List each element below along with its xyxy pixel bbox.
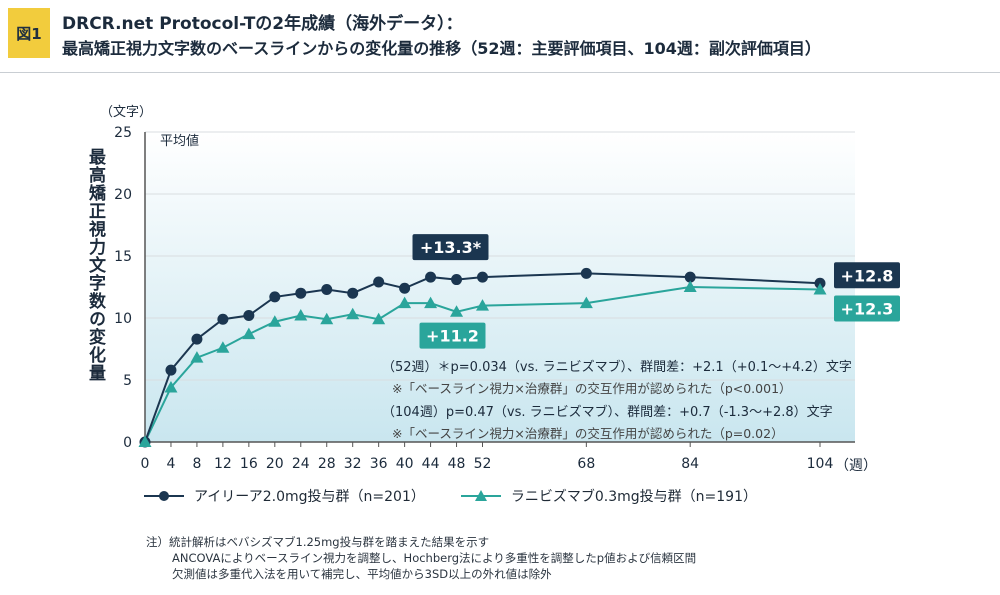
x-tick-label: 40 <box>396 456 414 472</box>
data-point-aflibercept <box>399 282 411 294</box>
data-point-aflibercept <box>425 271 437 283</box>
y-axis-title: 最高矯正視力文字数の変化量 <box>85 148 105 382</box>
data-point-ranibizumab <box>372 312 386 325</box>
data-point-ranibizumab <box>164 380 178 393</box>
x-tick-label: 52 <box>474 456 492 472</box>
legend-item-aflibercept: アイリーア2.0mg投与群（n=201） <box>142 486 425 506</box>
legend-item-ranibizumab: ラニビズマブ0.3mg投与群（n=191） <box>459 486 757 506</box>
header: 図1 DRCR.net Protocol-Tの2年成績（海外データ）： 最高矯正… <box>0 0 1000 70</box>
header-divider <box>0 72 1000 73</box>
title-line-1: DRCR.net Protocol-Tの2年成績（海外データ）： <box>62 14 463 34</box>
data-point-aflibercept <box>191 333 203 345</box>
data-point-aflibercept <box>321 283 333 295</box>
y-axis-unit: （文字） <box>100 105 152 120</box>
data-point-aflibercept <box>243 310 255 322</box>
x-tick-label: 0 <box>141 456 150 472</box>
x-tick-label: 16 <box>240 456 258 472</box>
callout-value: +13.3* <box>420 238 482 257</box>
legend-label-ranibizumab: ラニビズマブ0.3mg投与群（n=191） <box>510 489 757 505</box>
data-point-ranibizumab <box>476 299 489 311</box>
footnote-1: 注）統計解析はベバシズマブ1.25mg投与群を踏まえた結果を示す <box>146 535 490 549</box>
x-tick-label: 24 <box>292 456 310 472</box>
annotation-52w-note: ※「ベースライン視力×治療群」の交互作用が認められた（p<0.001） <box>392 381 792 396</box>
figure-badge: 図1 <box>8 8 50 58</box>
data-point-aflibercept <box>269 291 281 303</box>
x-tick-label: 28 <box>318 456 336 472</box>
annotation-104w: （104週）p=0.47（vs. ラニビズマブ）、群間差：+0.7（-1.3〜+… <box>382 405 833 420</box>
footnote-3: 欠測値は多重代入法を用いて補完し、平均値から3SD以上の外れ値は除外 <box>172 567 552 581</box>
footnotes: 注）統計解析はベバシズマブ1.25mg投与群を踏まえた結果を示す ANCOVAに… <box>146 534 696 582</box>
data-point-ranibizumab <box>268 315 282 327</box>
data-point-aflibercept <box>165 364 177 376</box>
x-tick-label: 48 <box>448 456 466 472</box>
callout-box <box>834 262 900 289</box>
data-point-ranibizumab <box>579 296 593 309</box>
title-line-2: 最高矯正視力文字数のベースラインからの変化量の推移（52週：主要評価項目、104… <box>62 39 821 58</box>
footnote-2: ANCOVAによりベースライン視力を調整し、Hochberg法により多重性を調整… <box>172 551 697 565</box>
data-point-aflibercept <box>477 271 488 283</box>
x-tick-label: 44 <box>422 456 440 472</box>
callout-box <box>419 322 486 349</box>
data-point-aflibercept <box>295 287 307 299</box>
x-tick-label: 12 <box>214 456 232 472</box>
callout-value: +12.8 <box>841 266 894 285</box>
data-point-ranibizumab <box>450 305 464 317</box>
annotation-52w: （52週）＊p=0.034（vs. ラニビズマブ）、群間差：+2.1（+0.1〜… <box>382 360 852 375</box>
data-point-ranibizumab <box>683 280 697 292</box>
mean-label: 平均値 <box>160 133 199 149</box>
legend-label-aflibercept: アイリーア2.0mg投与群（n=201） <box>194 489 425 505</box>
x-tick-label: 32 <box>344 456 362 472</box>
y-tick-label: 5 <box>123 373 132 389</box>
x-tick-label: 104 <box>807 456 834 472</box>
callout-value: +11.2 <box>426 327 479 346</box>
legend-marker-circle <box>144 491 184 501</box>
data-point-aflibercept <box>451 274 463 286</box>
y-tick-label: 0 <box>123 435 132 451</box>
data-point-ranibizumab <box>424 296 438 309</box>
data-point-ranibizumab <box>294 309 308 321</box>
data-point-ranibizumab <box>190 351 204 363</box>
annotation-104w-note: ※「ベースライン視力×治療群」の交互作用が認められた（p=0.02） <box>392 426 784 441</box>
x-tick-label: 4 <box>167 456 176 472</box>
y-tick-label: 20 <box>114 187 132 203</box>
data-point-ranibizumab <box>216 341 230 353</box>
y-tick-label: 10 <box>114 311 132 327</box>
data-point-ranibizumab <box>242 327 256 340</box>
y-tick-label: 15 <box>114 249 132 265</box>
callout-box <box>412 234 489 261</box>
data-point-ranibizumab <box>813 282 827 295</box>
legend-marker-triangle <box>460 490 501 501</box>
x-tick-label: 36 <box>370 456 388 472</box>
callout-box <box>834 295 900 322</box>
y-tick-label: 25 <box>114 125 132 141</box>
x-tick-label: 20 <box>266 456 284 472</box>
data-point-ranibizumab <box>398 296 412 309</box>
x-axis-unit: （週） <box>835 458 877 474</box>
data-point-aflibercept <box>373 276 385 288</box>
data-point-aflibercept <box>347 287 359 299</box>
data-point-aflibercept <box>217 313 229 325</box>
callout-value: +12.3 <box>841 299 894 318</box>
data-point-ranibizumab <box>346 307 360 320</box>
x-tick-label: 68 <box>577 456 595 472</box>
x-tick-label: 84 <box>681 456 699 472</box>
data-point-aflibercept <box>580 267 592 279</box>
data-point-ranibizumab <box>138 435 152 447</box>
legend: アイリーア2.0mg投与群（n=201） ラニビズマブ0.3mg投与群（n=19… <box>142 486 757 506</box>
x-tick-label: 8 <box>192 456 201 472</box>
data-point-aflibercept <box>684 271 696 283</box>
data-point-ranibizumab <box>320 312 334 325</box>
